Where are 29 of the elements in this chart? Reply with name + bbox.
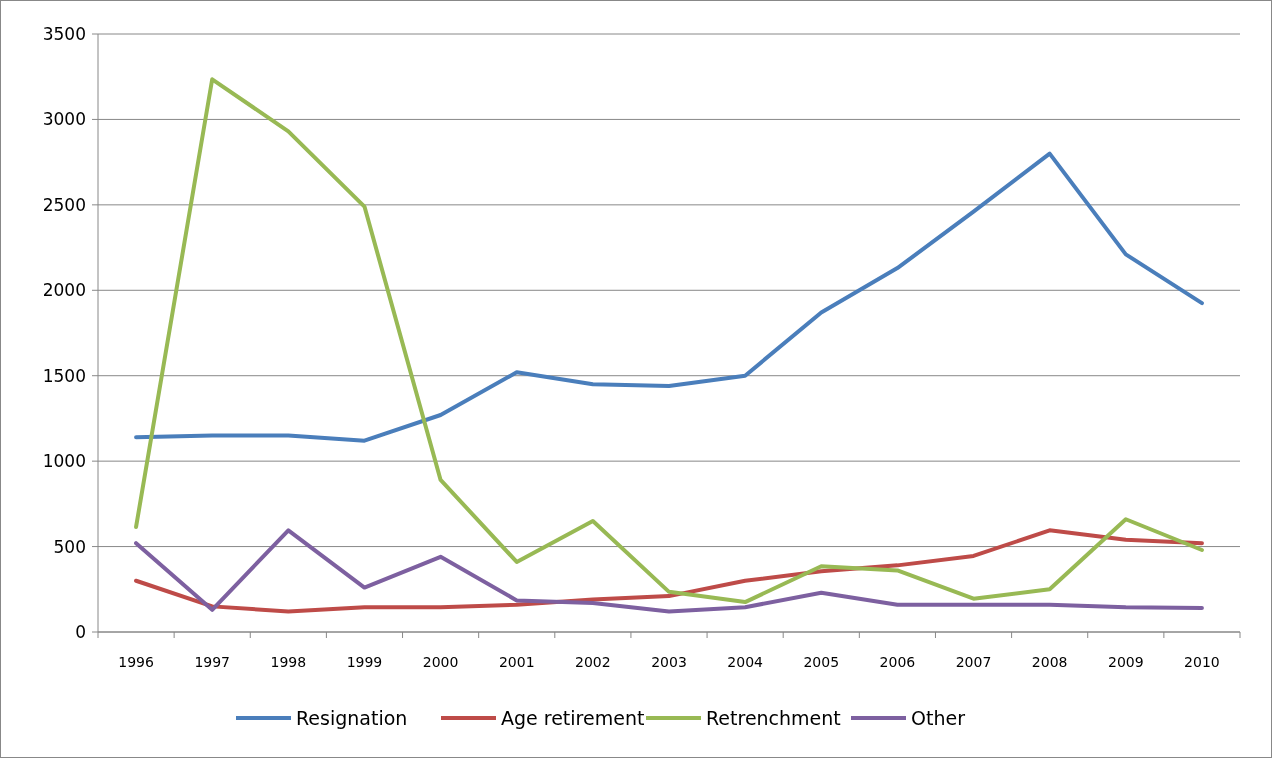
- x-tick-label: 2005: [803, 654, 840, 670]
- y-tick-label: 1500: [42, 365, 86, 386]
- y-tick-label: 0: [75, 621, 86, 642]
- y-tick-label: 2000: [42, 280, 86, 301]
- x-tick-label: 2000: [422, 654, 459, 670]
- x-tick-label: 1997: [194, 654, 231, 670]
- x-tick-label: 2007: [955, 654, 992, 670]
- x-tick-label: 1998: [270, 654, 307, 670]
- x-tick-label: 2010: [1184, 654, 1220, 670]
- x-tick-label: 2006: [879, 654, 916, 670]
- y-tick-label: 2500: [42, 194, 86, 215]
- legend-label: Resignation: [296, 706, 408, 729]
- x-tick-label: 2004: [727, 654, 764, 670]
- x-tick-label: 1999: [346, 654, 383, 670]
- y-tick-label: 500: [53, 536, 86, 557]
- legend-label: Other: [911, 706, 966, 729]
- x-tick-label: 2002: [575, 654, 611, 670]
- line-series: [134, 77, 1204, 605]
- y-tick-label: 1000: [42, 451, 86, 472]
- line-series: [134, 151, 1204, 443]
- x-tick-label: 2009: [1107, 654, 1144, 670]
- y-tick-label: 3500: [42, 23, 86, 44]
- legend-label: Retrenchment: [706, 706, 841, 729]
- x-tick-label: 2008: [1031, 654, 1068, 670]
- x-tick-label: 1996: [118, 654, 154, 670]
- legend-label: Age retirement: [501, 706, 645, 729]
- x-tick-label: 2003: [651, 654, 687, 670]
- y-tick-label: 3000: [42, 109, 86, 130]
- x-tick-label: 2001: [498, 654, 535, 670]
